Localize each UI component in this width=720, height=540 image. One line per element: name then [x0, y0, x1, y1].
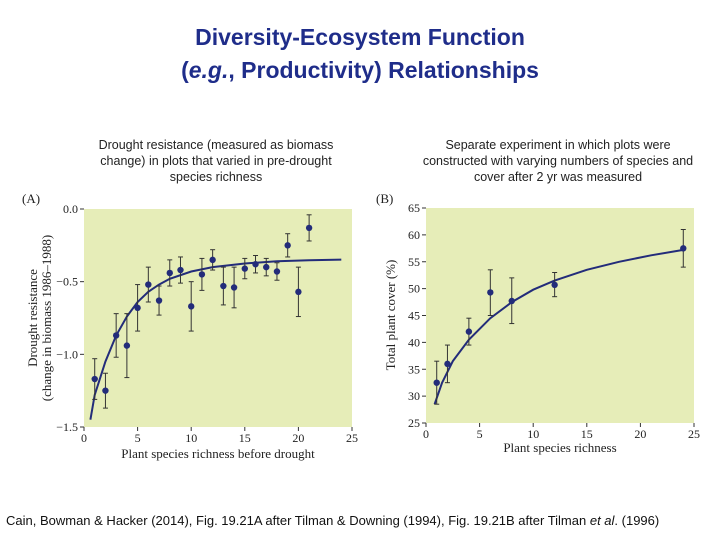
citation-pre: Cain, Bowman & Hacker (2014), Fig. 19.21…: [6, 513, 590, 528]
data-point: [508, 297, 515, 305]
data-point: [487, 289, 494, 296]
data-point: [465, 328, 473, 335]
y-tick-label: 40: [408, 335, 420, 349]
data-point: [102, 387, 109, 394]
data-point: [680, 245, 687, 252]
chart-panel-b: (B) 0 5 10 15 20 25 65 60 55 50 45 40 35 30 25 Plant s…: [376, 191, 700, 455]
title-paren: (: [181, 57, 189, 83]
axes-a: 0 5 10 15 20 25 0.0 −0.5 −1.0 −1.5: [56, 202, 358, 445]
y-tick-label: 60: [408, 228, 420, 242]
x-axis-label-a: Plant species richness before drought: [121, 446, 315, 461]
data-point: [551, 281, 558, 289]
y-axis-label-b: Total plant cover (%): [383, 260, 398, 371]
chart-panel-a: (A) 0 5 10 15 20 25 0.0 −0.5 −1.0 −1.5 Plant spec…: [22, 191, 358, 461]
citation-et-al: et al: [589, 513, 615, 528]
data-point: [188, 303, 195, 310]
y-tick-label: −1.0: [56, 347, 78, 361]
data-point: [134, 304, 141, 312]
y-tick-label: 65: [408, 201, 420, 215]
points-a: [91, 214, 313, 409]
x-tick-label: 10: [527, 427, 539, 441]
data-point: [220, 282, 227, 290]
x-tick-label: 25: [346, 431, 358, 445]
slide-title-line1: Diversity-Ecosystem Function: [195, 24, 525, 50]
y-tick-label: 25: [408, 416, 420, 430]
x-tick-label: 10: [185, 431, 197, 445]
data-point: [433, 379, 440, 386]
citation-post: . (1996): [614, 513, 660, 528]
title-rest: , Productivity) Relationships: [228, 57, 539, 83]
data-point: [177, 266, 184, 274]
data-point: [145, 281, 152, 288]
data-point: [241, 265, 248, 272]
points-b: [433, 229, 687, 405]
data-point: [273, 268, 281, 275]
y-tick-label: 0.0: [63, 202, 78, 216]
data-point: [112, 332, 120, 339]
axes-b: 0 5 10 15 20 25 65 60 55 50 45 40 35 30 25: [408, 201, 700, 441]
x-axis-label-b: Plant species richness: [503, 440, 616, 455]
y-axis-label-a-line2: (change in biomass 1986–1988): [39, 235, 54, 401]
plot-area-a: [84, 209, 352, 427]
x-tick-label: 20: [292, 431, 304, 445]
fit-curve-line: [433, 248, 684, 405]
data-point: [91, 375, 98, 383]
slide-title-line2: (e.g., Productivity) Relationships: [0, 55, 720, 85]
x-tick-label: 5: [477, 427, 483, 441]
data-point: [305, 224, 313, 232]
caption-panel-b: Separate experiment in which plots were …: [422, 138, 694, 184]
x-tick-label: 15: [239, 431, 251, 445]
panel-label-a: (A): [22, 191, 40, 206]
caption-panel-a: Drought resistance (measured as biomass …: [98, 138, 334, 184]
data-point: [166, 269, 173, 277]
data-point: [123, 342, 131, 349]
y-tick-label: 45: [408, 309, 420, 323]
x-tick-label: 0: [423, 427, 429, 441]
x-tick-label: 5: [135, 431, 141, 445]
plot-area-b: [426, 208, 694, 423]
data-point: [444, 360, 451, 368]
panel-label-b: (B): [376, 191, 393, 206]
x-tick-label: 25: [688, 427, 700, 441]
y-axis-label-a-line1: Drought resistance: [25, 269, 40, 367]
y-tick-label: 30: [408, 389, 420, 403]
citation: Cain, Bowman & Hacker (2014), Fig. 19.21…: [6, 513, 720, 528]
data-point: [295, 288, 302, 296]
fit-curve-b: [433, 248, 684, 405]
data-point: [230, 284, 238, 291]
x-tick-label: 20: [634, 427, 646, 441]
data-point: [284, 242, 291, 249]
x-tick-label: 0: [81, 431, 87, 445]
data-point: [155, 297, 163, 304]
y-tick-label: −0.5: [56, 275, 78, 289]
title-eg: e.g.: [188, 57, 229, 83]
data-point: [209, 256, 216, 264]
data-point: [263, 263, 270, 271]
y-tick-label: 35: [408, 362, 420, 376]
data-point: [252, 261, 259, 268]
y-tick-label: −1.5: [56, 420, 78, 434]
y-tick-label: 55: [408, 255, 420, 269]
y-tick-label: 50: [408, 282, 420, 296]
data-point: [198, 271, 206, 278]
x-tick-label: 15: [581, 427, 593, 441]
